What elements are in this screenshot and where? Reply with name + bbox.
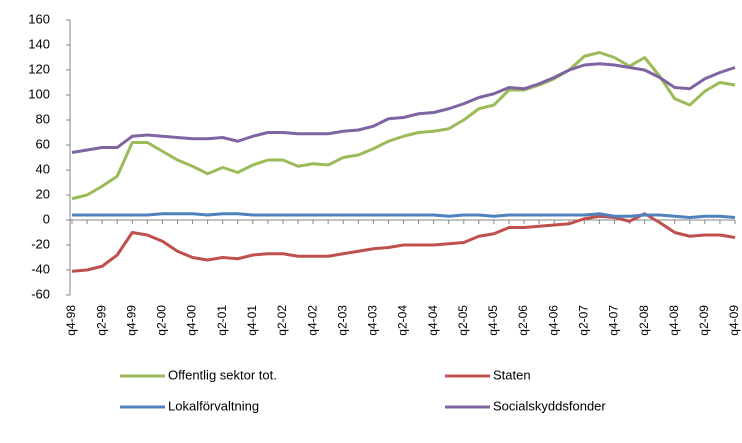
x-tick-label: q4-06 — [546, 305, 560, 336]
x-tick-label: q2-04 — [396, 305, 410, 336]
legend-label: Offentlig sektor tot. — [168, 367, 277, 382]
x-tick-label: q2-03 — [335, 305, 349, 336]
series-line — [72, 212, 736, 219]
x-tick-label: q2-09 — [697, 305, 711, 336]
y-tick-label: 80 — [36, 111, 50, 126]
x-tick-label: q4-98 — [64, 305, 78, 336]
x-tick-label: q2-07 — [576, 305, 590, 336]
x-tick-label: q4-99 — [124, 305, 138, 336]
y-tick-label: -40 — [31, 261, 50, 276]
x-tick-label: q4-04 — [426, 305, 440, 336]
series-line — [71, 62, 736, 154]
x-tick-label: q2-02 — [275, 305, 289, 336]
x-tick-label: q4-05 — [486, 305, 500, 336]
y-tick-label: 120 — [28, 61, 50, 76]
y-tick-label: 100 — [28, 86, 50, 101]
y-tick-label: 60 — [36, 136, 50, 151]
legend-label: Socialskyddsfonder — [493, 398, 606, 413]
x-tick-label: q4-09 — [727, 305, 741, 336]
series-line — [71, 51, 736, 201]
series-line — [71, 212, 736, 273]
x-tick-label: q4-00 — [185, 305, 199, 336]
x-tick-label: q2-06 — [516, 305, 530, 336]
y-tick-label: 40 — [36, 161, 50, 176]
x-tick-label: q4-03 — [366, 305, 380, 336]
x-tick-label: q4-01 — [245, 305, 259, 336]
y-tick-label: 160 — [28, 11, 50, 26]
y-tick-label: -20 — [31, 236, 50, 251]
x-tick-label: q4-08 — [667, 305, 681, 336]
y-tick-label: 0 — [43, 211, 50, 226]
x-tick-label: q4-02 — [305, 305, 319, 336]
x-tick-label: q2-00 — [155, 305, 169, 336]
x-tick-label: q2-08 — [637, 305, 651, 336]
x-tick-label: q4-07 — [607, 305, 621, 336]
legend-label: Lokalförvaltning — [168, 398, 259, 413]
y-tick-label: 20 — [36, 186, 50, 201]
y-tick-label: 140 — [28, 36, 50, 51]
x-tick-label: q2-01 — [215, 305, 229, 336]
legend-label: Staten — [493, 367, 531, 382]
x-tick-label: q2-05 — [456, 305, 470, 336]
y-tick-label: -60 — [31, 286, 50, 301]
x-tick-label: q2-99 — [94, 305, 108, 336]
